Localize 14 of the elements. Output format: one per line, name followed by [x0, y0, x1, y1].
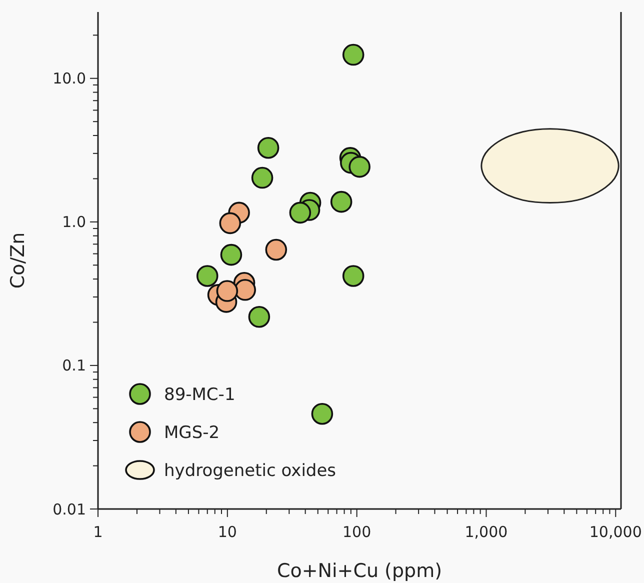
y-tick-label: 10.0 — [52, 70, 86, 88]
x-tick-label: 10,000 — [589, 523, 642, 541]
x-tick-label: 10 — [218, 523, 237, 541]
legend-label: MGS-2 — [164, 422, 220, 443]
legend-label: 89-MC-1 — [164, 384, 236, 405]
y-axis-title: Co/Zn — [7, 232, 29, 289]
x-axis-title: Co+Ni+Cu (ppm) — [276, 560, 442, 582]
x-tick-label: 1 — [93, 523, 103, 541]
legend-label: hydrogenetic oxides — [164, 460, 336, 481]
y-tick-label: 0.01 — [52, 500, 86, 518]
y-tick-label: 1.0 — [62, 213, 86, 232]
y-tick-label: 0.1 — [62, 356, 86, 375]
x-tick-label: 100 — [342, 523, 372, 541]
x-tick-label: 1,000 — [464, 523, 508, 541]
